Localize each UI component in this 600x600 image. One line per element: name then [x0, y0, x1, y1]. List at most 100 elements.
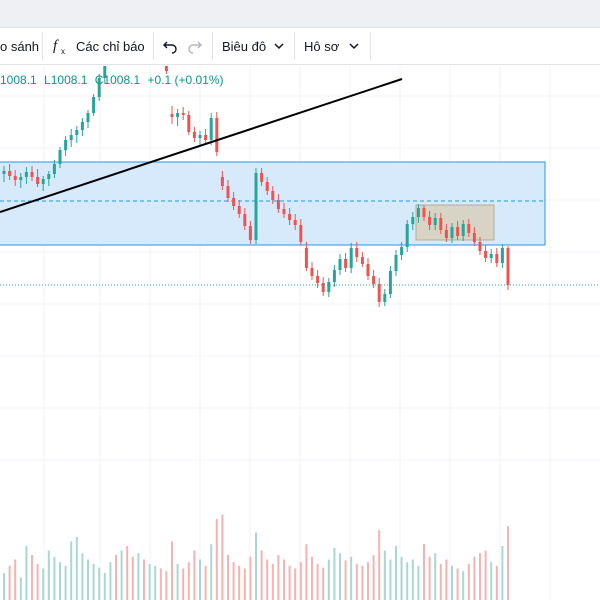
- candle-body: [80, 122, 84, 130]
- consolidation-box: [415, 204, 495, 241]
- volume-bar: [277, 555, 280, 600]
- volume-bar: [294, 568, 297, 600]
- chevron-down-icon: [349, 43, 359, 50]
- candle-body: [69, 135, 73, 140]
- candle-body: [355, 248, 359, 257]
- candle-body: [254, 173, 258, 240]
- volume-bar: [47, 550, 50, 600]
- candle: [467, 219, 471, 237]
- candle-body: [349, 248, 353, 268]
- volume-bar: [165, 571, 168, 600]
- candle: [80, 118, 84, 136]
- candle: [383, 289, 387, 306]
- candle-body: [176, 113, 180, 117]
- candle: [472, 227, 476, 246]
- candle-body: [232, 198, 236, 206]
- candle: [299, 219, 303, 245]
- chart-menu-button[interactable]: Biêu đô: [222, 28, 284, 64]
- candle: [24, 167, 28, 184]
- price-chart[interactable]: [0, 66, 600, 600]
- candle: [86, 110, 90, 128]
- candle-body: [394, 255, 398, 271]
- chart-menu-label: Biêu đô: [222, 38, 267, 54]
- volume-bar: [311, 556, 313, 600]
- candle: [355, 242, 359, 262]
- profile-menu-button[interactable]: Hô sơ: [304, 28, 359, 64]
- candle-body: [388, 271, 392, 294]
- candle-body: [47, 174, 51, 179]
- volume-bar: [283, 559, 285, 600]
- candle: [8, 164, 12, 180]
- candle-body: [75, 130, 79, 135]
- trend-line: [0, 78, 403, 213]
- volume-bar: [187, 562, 190, 600]
- candle-body: [288, 214, 292, 220]
- volume-bar: [451, 565, 453, 600]
- legend-close: C1008.1: [94, 73, 141, 87]
- candle-body: [472, 233, 476, 242]
- candle-body: [204, 135, 208, 140]
- undo-icon: [163, 41, 177, 54]
- volume-bar: [305, 544, 308, 600]
- compare-button[interactable]: o sánh: [0, 28, 39, 64]
- candle: [500, 244, 504, 268]
- candle-body: [310, 268, 314, 276]
- volume-bar: [193, 550, 196, 600]
- candle-body: [461, 224, 465, 236]
- candle: [293, 214, 297, 230]
- volume-bar: [355, 564, 358, 600]
- volume-bar: [75, 537, 78, 600]
- profile-menu-label: Hô sơ: [304, 38, 340, 54]
- candle-body: [338, 259, 342, 270]
- volume-bar: [484, 550, 487, 600]
- candle: [310, 262, 314, 280]
- volume-bar: [445, 559, 448, 600]
- volume-bar: [243, 568, 246, 600]
- volume-bar: [372, 555, 375, 600]
- volume-bar: [176, 564, 179, 600]
- redo-button[interactable]: [187, 28, 203, 64]
- candle: [506, 246, 510, 290]
- volume-bar: [14, 559, 17, 600]
- candle: [237, 200, 241, 218]
- candle: [209, 113, 213, 145]
- candle-body: [321, 283, 325, 292]
- chart-grid: [0, 66, 600, 600]
- candle-body: [220, 177, 224, 186]
- toolbar-divider: [370, 32, 371, 60]
- svg-text:x: x: [61, 47, 65, 56]
- candle: [444, 224, 448, 242]
- volume-bar: [361, 565, 364, 600]
- candle-body: [215, 118, 219, 152]
- candle-body: [411, 217, 415, 224]
- indicators-button[interactable]: f x Các chỉ báo: [52, 28, 145, 64]
- candle-body: [271, 191, 275, 200]
- candle: [344, 253, 348, 272]
- candle-body: [24, 172, 28, 177]
- volume-bar: [389, 559, 392, 600]
- candle-body: [19, 177, 23, 180]
- candle-body: [198, 135, 202, 138]
- candle: [220, 171, 224, 190]
- candle: [349, 243, 353, 273]
- compare-label: o sánh: [0, 38, 40, 54]
- candle-body: [237, 206, 241, 214]
- candle-body: [299, 225, 303, 242]
- volume-bar: [159, 568, 162, 600]
- volume-bar: [148, 564, 151, 600]
- candle-body: [293, 220, 297, 225]
- toolbar-divider: [153, 32, 154, 60]
- candle-body: [484, 251, 488, 258]
- undo-button[interactable]: [162, 28, 178, 64]
- legend-low: L1008.1: [44, 73, 88, 87]
- candle-body: [86, 113, 90, 122]
- chevron-down-icon: [274, 43, 284, 50]
- candle: [304, 242, 308, 271]
- volume-bar: [3, 573, 5, 600]
- candle: [243, 208, 247, 230]
- candle-body: [209, 118, 213, 140]
- candle: [489, 249, 493, 263]
- candle-body: [97, 78, 101, 97]
- candle: [204, 129, 208, 144]
- candle-body: [495, 254, 499, 263]
